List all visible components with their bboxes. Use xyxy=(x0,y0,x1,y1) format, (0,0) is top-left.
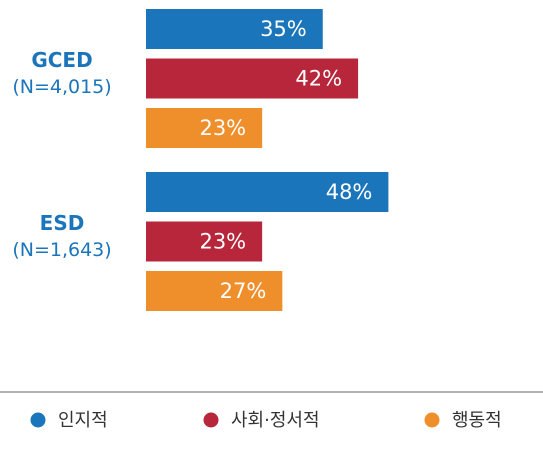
bar xyxy=(146,172,389,212)
bar xyxy=(146,9,323,49)
value-label: 23% xyxy=(199,230,246,254)
legend-label: 행동적 xyxy=(452,410,502,431)
bar xyxy=(146,271,283,311)
value-label: 48% xyxy=(326,180,373,204)
category-note: (N=4,015) xyxy=(12,76,111,98)
value-label: 35% xyxy=(260,17,307,41)
category-label: ESD xyxy=(40,211,85,235)
category-label: GCED xyxy=(31,48,92,72)
value-label: 23% xyxy=(199,116,246,140)
bar xyxy=(146,58,359,99)
bar xyxy=(146,221,263,262)
legend-swatch xyxy=(424,412,440,428)
bar xyxy=(146,108,263,148)
category-note: (N=1,643) xyxy=(12,239,111,261)
legend-swatch xyxy=(30,412,46,428)
value-label: 27% xyxy=(220,279,267,303)
value-label: 42% xyxy=(295,67,342,91)
legend-label: 인지적 xyxy=(58,410,108,431)
legend-swatch xyxy=(203,412,219,428)
legend-label: 사회·정서적 xyxy=(231,410,320,431)
